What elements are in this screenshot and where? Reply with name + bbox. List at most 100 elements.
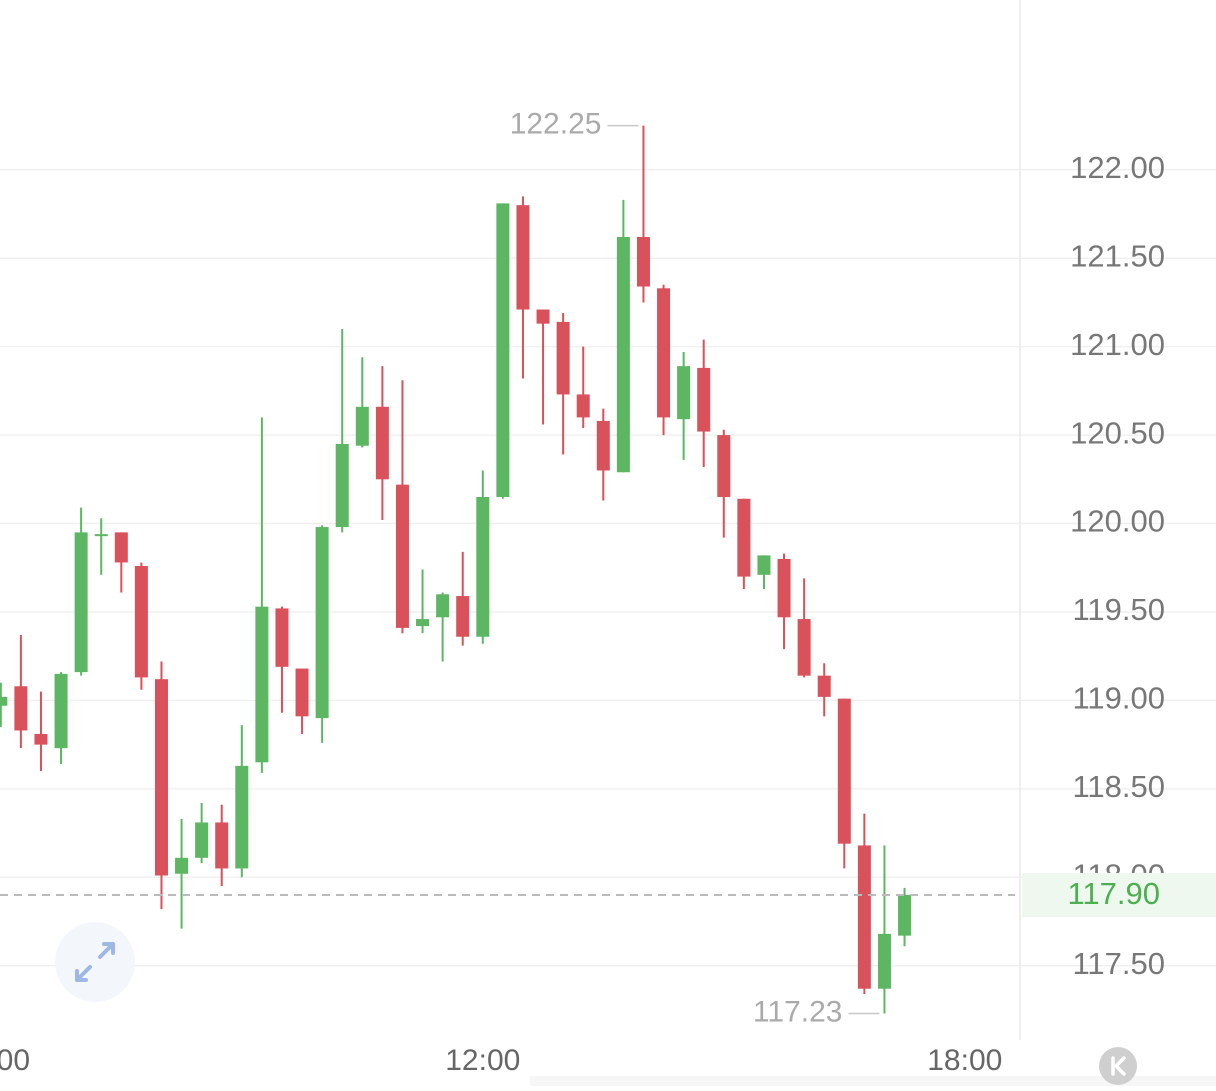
candle bbox=[34, 691, 48, 772]
candle bbox=[395, 380, 409, 634]
candle bbox=[456, 551, 470, 646]
expand-button[interactable] bbox=[55, 922, 135, 1002]
candle bbox=[898, 887, 912, 947]
y-tick-label: 120.00 bbox=[1070, 504, 1165, 539]
x-tick-label: 12:00 bbox=[445, 1044, 520, 1077]
candle-body bbox=[335, 443, 349, 528]
x-tick-label: 6:00 bbox=[0, 1044, 30, 1077]
candle-body bbox=[857, 845, 871, 989]
candle-body bbox=[516, 205, 530, 310]
candle bbox=[74, 507, 88, 676]
candle bbox=[375, 366, 389, 520]
y-tick-label: 121.00 bbox=[1070, 327, 1165, 362]
candle-body bbox=[616, 237, 630, 473]
y-tick-label: 122.00 bbox=[1070, 150, 1165, 185]
candle bbox=[556, 313, 570, 455]
candle-body bbox=[0, 696, 8, 706]
y-tick-label: 121.50 bbox=[1070, 238, 1165, 273]
candle bbox=[14, 634, 28, 749]
candle bbox=[677, 351, 691, 460]
candle-body bbox=[34, 734, 48, 745]
candle-body bbox=[657, 288, 671, 418]
candle bbox=[596, 408, 610, 501]
grid bbox=[0, 169, 1216, 967]
k-button[interactable] bbox=[1099, 1047, 1137, 1085]
candle-body bbox=[355, 406, 369, 446]
candle-body bbox=[74, 532, 88, 673]
candle bbox=[275, 606, 289, 713]
last-price-label: 117.90 bbox=[1067, 876, 1160, 911]
x-tick-label: 18:00 bbox=[927, 1044, 1002, 1077]
candle-body bbox=[596, 420, 610, 471]
candle-body bbox=[14, 686, 28, 731]
candle-body bbox=[154, 679, 168, 876]
candle-body bbox=[195, 822, 209, 858]
candle-body bbox=[717, 435, 731, 498]
candle bbox=[877, 845, 891, 1014]
candle bbox=[154, 661, 168, 910]
candle bbox=[636, 125, 650, 303]
candle-body bbox=[737, 498, 751, 577]
candle bbox=[134, 562, 148, 690]
candle-body bbox=[395, 484, 409, 628]
candle bbox=[857, 813, 871, 995]
y-tick-label: 119.00 bbox=[1072, 681, 1165, 716]
y-tick-label: 120.50 bbox=[1070, 415, 1165, 450]
candle-body bbox=[898, 894, 912, 936]
candle-body bbox=[777, 558, 791, 618]
candle-body bbox=[797, 619, 811, 676]
candle-body bbox=[235, 765, 249, 869]
candle-body bbox=[877, 933, 891, 989]
candle-body bbox=[295, 668, 309, 717]
candle-body bbox=[416, 619, 430, 627]
candle bbox=[797, 578, 811, 678]
candle bbox=[235, 725, 249, 878]
candle-body bbox=[677, 366, 691, 420]
y-tick-label: 117.50 bbox=[1072, 946, 1165, 981]
candle bbox=[657, 284, 671, 436]
candle bbox=[717, 429, 731, 538]
candle bbox=[616, 199, 630, 473]
candle bbox=[817, 663, 831, 717]
candle bbox=[436, 592, 450, 662]
candle-body bbox=[496, 203, 510, 498]
candle bbox=[496, 203, 510, 499]
bottom-strip bbox=[530, 1076, 1216, 1086]
candle-body bbox=[576, 394, 590, 418]
candle bbox=[295, 668, 309, 735]
candle-body bbox=[436, 594, 450, 618]
candle bbox=[757, 555, 771, 589]
candle-body bbox=[215, 822, 229, 869]
candle bbox=[576, 346, 590, 429]
candle-body bbox=[757, 555, 771, 575]
y-tick-label: 118.50 bbox=[1072, 769, 1165, 804]
candle-body bbox=[476, 497, 490, 637]
candle bbox=[476, 470, 490, 644]
candle bbox=[54, 672, 68, 765]
last-price-tag bbox=[1022, 872, 1216, 917]
candle-body bbox=[375, 406, 389, 480]
candle bbox=[255, 417, 269, 773]
candle bbox=[94, 518, 108, 575]
candle bbox=[416, 569, 430, 634]
candle bbox=[335, 328, 349, 533]
candle-body bbox=[636, 237, 650, 287]
extreme-label: 117.23 bbox=[753, 995, 843, 1028]
candle-body bbox=[456, 596, 470, 637]
candle bbox=[697, 339, 711, 467]
candle-body bbox=[315, 527, 329, 719]
candle bbox=[536, 309, 550, 425]
candle bbox=[195, 802, 209, 864]
candle bbox=[516, 196, 530, 379]
candle-body bbox=[817, 675, 831, 697]
candle-body bbox=[114, 532, 128, 563]
candle bbox=[175, 818, 189, 929]
candle-body bbox=[175, 857, 189, 874]
expand-bg bbox=[55, 922, 135, 1002]
expand-icon bbox=[75, 942, 115, 982]
candle-body bbox=[134, 565, 148, 678]
k-icon bbox=[1111, 1056, 1126, 1076]
candle-body bbox=[556, 321, 570, 395]
